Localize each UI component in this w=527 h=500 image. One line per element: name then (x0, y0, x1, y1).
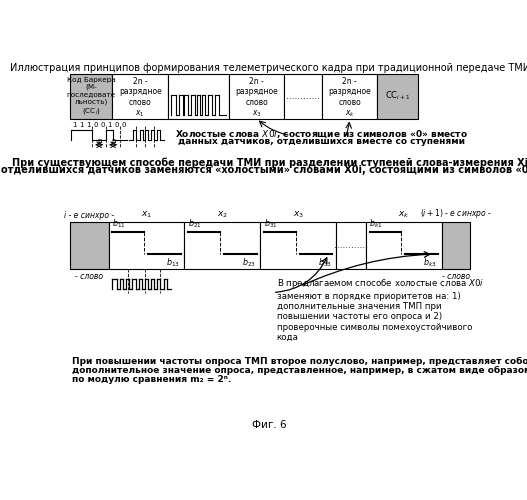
Text: 1: 1 (108, 122, 112, 128)
Text: n: n (97, 138, 102, 144)
Text: данных датчиков, отделившихся вместе со ступенями: данных датчиков, отделившихся вместе со … (178, 137, 465, 146)
Bar (184, 222, 260, 270)
Text: по модулю сравнения m₂ = 2ⁿ.: по модулю сравнения m₂ = 2ⁿ. (72, 375, 231, 384)
Text: $b_{33}$: $b_{33}$ (318, 256, 331, 269)
Bar (70, 222, 109, 270)
Bar (260, 222, 336, 270)
Bar (366, 222, 442, 270)
Text: - слово: - слово (75, 272, 103, 281)
Text: 2n -
разрядное
слово
$x_3$: 2n - разрядное слово $x_3$ (235, 77, 278, 118)
Bar (112, 74, 168, 118)
Bar (321, 74, 377, 118)
Text: При существующем способе передачи ТМИ при разделении ступеней слова-измерения Xi: При существующем способе передачи ТМИ пр… (12, 157, 527, 168)
Text: $x_k$: $x_k$ (398, 210, 409, 220)
Text: В предлагаемом способе холостые слова $X0i$
заменяют в порядке приоритетов на: 1: В предлагаемом способе холостые слова $X… (277, 277, 484, 342)
Text: Холостые слова $X0i$, состоящие из символов «0» вместо: Холостые слова $X0i$, состоящие из симво… (175, 128, 468, 140)
Text: 2n -
разрядное
слово
$x_k$: 2n - разрядное слово $x_k$ (328, 77, 371, 118)
Text: …………: ………… (334, 241, 368, 250)
Text: 2n -
разрядное
слово
$x_1$: 2n - разрядное слово $x_1$ (119, 77, 162, 118)
Text: $b_{23}$: $b_{23}$ (242, 256, 256, 269)
Text: 1: 1 (80, 122, 84, 128)
Text: n: n (111, 138, 115, 144)
Text: …………: ………… (286, 92, 320, 100)
Text: $b_{k1}$: $b_{k1}$ (369, 218, 383, 230)
Text: $(i+1)$ - е синхро -: $(i+1)$ - е синхро - (420, 207, 492, 220)
Text: Иллюстрация принципов формирования телеметрического кадра при традиционной перед: Иллюстрация принципов формирования телем… (9, 63, 527, 73)
Bar (168, 74, 229, 118)
Text: CC$_{i+1}$: CC$_{i+1}$ (385, 90, 411, 102)
Text: $b_{31}$: $b_{31}$ (264, 218, 277, 230)
Text: Фиг. 6: Фиг. 6 (252, 420, 287, 430)
Bar (285, 74, 321, 118)
Text: $b_{11}$: $b_{11}$ (112, 218, 125, 230)
Text: 0: 0 (101, 122, 105, 128)
Text: Код Баркера
(М-
последовате
льность)
(CC$_i$): Код Баркера (М- последовате льность) (CC… (66, 77, 115, 116)
Text: $b_{k3}$: $b_{k3}$ (423, 256, 437, 269)
Bar (70, 74, 112, 118)
Bar (109, 222, 184, 270)
Text: $x_1$: $x_1$ (141, 210, 152, 220)
Text: $x_2$: $x_2$ (217, 210, 228, 220)
Text: 1: 1 (73, 122, 77, 128)
Text: 1: 1 (86, 122, 91, 128)
Text: - слово: - слово (442, 272, 470, 281)
Text: $x_3$: $x_3$ (293, 210, 304, 220)
Bar (229, 74, 285, 118)
Text: отделившихся датчиков заменяются «холостыми» словами X0i, состоящими из символов: отделившихся датчиков заменяются «холост… (1, 166, 527, 175)
Bar (377, 74, 418, 118)
Text: i - е синхро -: i - е синхро - (64, 211, 114, 220)
Text: $b_{13}$: $b_{13}$ (166, 256, 180, 269)
Text: дополнительное значение опроса, представленное, например, в сжатом виде образом-: дополнительное значение опроса, представ… (72, 366, 527, 375)
Text: 0: 0 (121, 122, 126, 128)
Text: 0: 0 (93, 122, 98, 128)
Text: При повышении частоты опроса ТМП второе полуслово, например, представляет собой: При повышении частоты опроса ТМП второе … (72, 356, 527, 366)
Bar (336, 222, 366, 270)
Text: $b_{21}$: $b_{21}$ (188, 218, 201, 230)
Text: 0: 0 (114, 122, 119, 128)
Bar (442, 222, 471, 270)
